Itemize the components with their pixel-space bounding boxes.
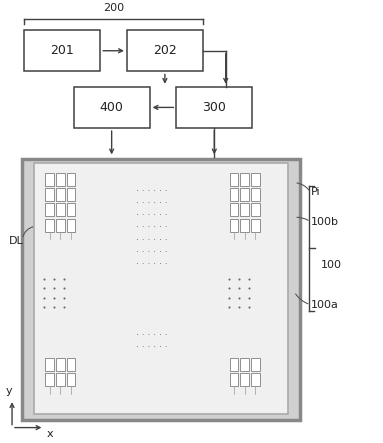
- Bar: [45, 358, 54, 371]
- Bar: [45, 203, 54, 216]
- Bar: [241, 203, 249, 216]
- Bar: [74, 87, 150, 128]
- Bar: [56, 373, 65, 386]
- Text: · · · · · ·: · · · · · ·: [136, 223, 167, 233]
- Bar: [241, 173, 249, 186]
- Bar: [127, 30, 203, 71]
- Text: 400: 400: [100, 101, 124, 114]
- Bar: [230, 173, 239, 186]
- Text: 100a: 100a: [311, 299, 339, 310]
- Bar: [67, 203, 75, 216]
- Text: 200: 200: [103, 4, 124, 13]
- Bar: [251, 173, 260, 186]
- Text: · · · · · ·: · · · · · ·: [136, 260, 167, 269]
- Bar: [241, 373, 249, 386]
- Bar: [56, 173, 65, 186]
- Bar: [56, 218, 65, 232]
- Bar: [45, 173, 54, 186]
- Bar: [56, 203, 65, 216]
- Bar: [230, 188, 239, 201]
- Bar: [251, 203, 260, 216]
- Bar: [45, 218, 54, 232]
- Text: · · · · · ·: · · · · · ·: [136, 330, 167, 340]
- Bar: [251, 358, 260, 371]
- Text: · · · · · ·: · · · · · ·: [136, 236, 167, 245]
- Bar: [56, 188, 65, 201]
- Bar: [34, 163, 288, 414]
- Bar: [67, 173, 75, 186]
- Bar: [67, 218, 75, 232]
- Bar: [45, 188, 54, 201]
- Text: 100: 100: [321, 260, 342, 270]
- Text: · · · · · ·: · · · · · ·: [136, 343, 167, 352]
- Bar: [22, 159, 300, 420]
- Bar: [67, 188, 75, 201]
- Text: · · · · · ·: · · · · · ·: [136, 248, 167, 257]
- Bar: [251, 188, 260, 201]
- Text: · · · · · ·: · · · · · ·: [136, 211, 167, 220]
- Bar: [230, 358, 239, 371]
- Text: 100b: 100b: [311, 217, 339, 227]
- Bar: [230, 373, 239, 386]
- Bar: [230, 218, 239, 232]
- Bar: [241, 218, 249, 232]
- Text: x: x: [46, 429, 53, 439]
- Text: 202: 202: [153, 44, 177, 57]
- Bar: [241, 358, 249, 371]
- Bar: [67, 373, 75, 386]
- Bar: [251, 373, 260, 386]
- Bar: [241, 188, 249, 201]
- Bar: [176, 87, 252, 128]
- Bar: [230, 203, 239, 216]
- Bar: [251, 218, 260, 232]
- Bar: [24, 30, 100, 71]
- Text: 300: 300: [202, 101, 226, 114]
- Text: y: y: [6, 386, 12, 396]
- Text: DL: DL: [9, 237, 24, 246]
- Bar: [45, 373, 54, 386]
- Bar: [67, 358, 75, 371]
- Text: 201: 201: [50, 44, 74, 57]
- Text: · · · · · ·: · · · · · ·: [136, 199, 167, 208]
- Text: Pi: Pi: [311, 187, 321, 197]
- Text: · · · · · ·: · · · · · ·: [136, 187, 167, 196]
- Bar: [56, 358, 65, 371]
